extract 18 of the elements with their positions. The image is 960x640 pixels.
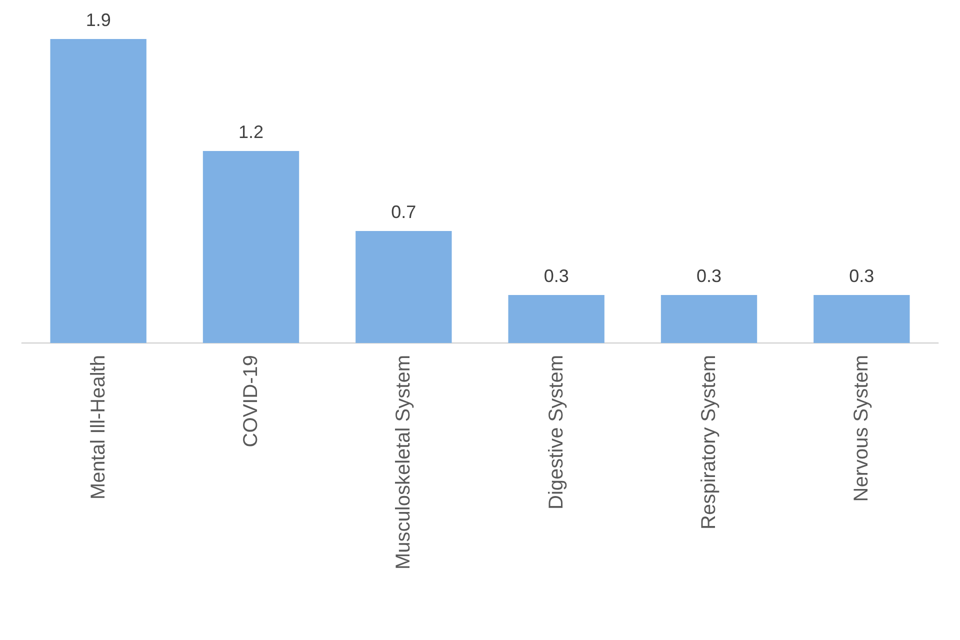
x-tick-label: COVID-19: [240, 355, 262, 448]
data-label: 0.3: [696, 266, 722, 286]
data-label: 0.3: [849, 266, 874, 286]
x-tick-label: Nervous System: [850, 355, 873, 502]
x-tick-label: Digestive System: [545, 355, 568, 510]
x-tick-label: Respiratory System: [698, 355, 720, 530]
bar: [356, 231, 452, 343]
bar: [50, 39, 146, 343]
bar: [814, 295, 910, 343]
data-label: 1.2: [238, 122, 264, 142]
data-label: 0.7: [391, 202, 416, 222]
bar: [660, 295, 758, 343]
x-tick-label: Mental Ill-Health: [87, 355, 110, 500]
bar: [508, 295, 604, 343]
x-tick-label: Musculoskeletal System: [392, 355, 415, 570]
bar: [202, 151, 300, 343]
data-label: 0.3: [544, 266, 569, 286]
data-label: 1.9: [86, 10, 111, 30]
